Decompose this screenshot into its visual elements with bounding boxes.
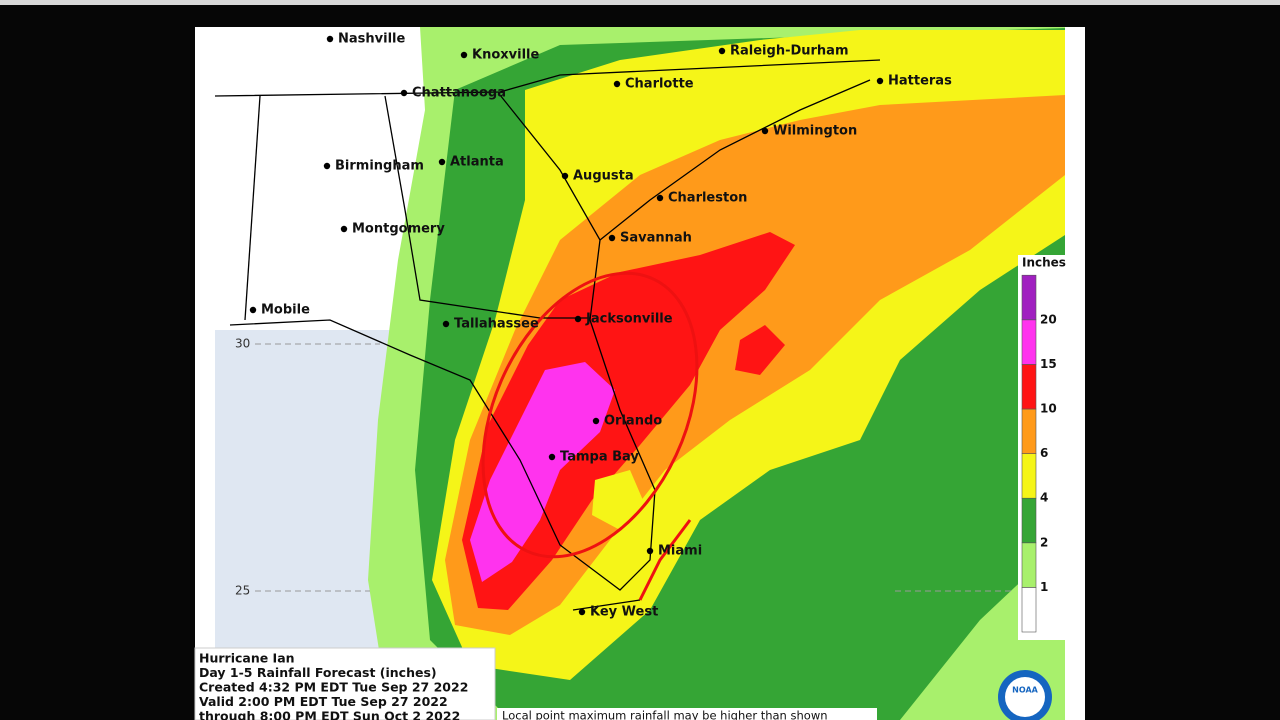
legend: 1 2 4 6 10 15 20: [1021, 274, 1057, 633]
city-label: Raleigh-Durham: [730, 44, 849, 59]
city-label: Tallahassee: [454, 317, 539, 332]
footer-box: [497, 708, 877, 720]
legend-label: 10: [1040, 402, 1057, 416]
legend-swatch: [1021, 364, 1037, 410]
rain-10in: [462, 232, 795, 610]
legend-label: 4: [1040, 491, 1048, 505]
caption-box: [194, 647, 496, 720]
gridlines: [255, 343, 1015, 592]
city-label: Tampa Bay: [560, 450, 639, 465]
city-label: Chattanooga: [412, 86, 506, 101]
rain-10in-blob: [735, 325, 785, 375]
state-border: [384, 95, 590, 319]
city-label: Wilmington: [773, 124, 857, 139]
keys: [572, 599, 641, 611]
city-dot: [574, 315, 582, 323]
lat-label: 30: [235, 337, 250, 351]
caption-line: Valid 2:00 PM EDT Tue Sep 27 2022: [199, 694, 448, 709]
city-dot: [548, 453, 556, 461]
city-dot: [442, 320, 450, 328]
noaa-logo-text: NOAA: [1012, 686, 1038, 695]
coastline: [229, 94, 656, 591]
city-dot: [592, 417, 600, 425]
cities: Nashville Knoxville Raleigh-Durham Chattano…: [249, 32, 952, 620]
city-label: Jacksonville: [585, 312, 673, 327]
city-label: Nashville: [338, 32, 405, 47]
annotation-stroke: [638, 519, 692, 601]
caption-line: through 8:00 PM EDT Sun Oct 2 2022: [199, 709, 460, 720]
state-border: [244, 95, 261, 321]
city-label: Montgomery: [352, 222, 445, 237]
city-dot: [438, 158, 446, 166]
legend-swatch: [1021, 542, 1037, 588]
city-label: Orlando: [604, 414, 662, 429]
coastline: [599, 79, 871, 241]
annotation-circle: [481, 271, 699, 559]
city-dot: [249, 306, 257, 314]
legend-swatch: [1021, 408, 1037, 454]
legend-label: 2: [1040, 535, 1048, 549]
city-label: Charlotte: [625, 77, 694, 92]
city-dot: [561, 172, 569, 180]
city-label: Miami: [658, 544, 702, 559]
city-label: Knoxville: [472, 48, 539, 63]
city-label: Atlanta: [450, 155, 504, 170]
caption-line: Created 4:32 PM EDT Tue Sep 27 2022: [199, 680, 468, 695]
caption-line: Day 1-5 Rainfall Forecast (inches): [199, 665, 437, 680]
legend-label: 6: [1040, 446, 1048, 460]
city-dot: [340, 225, 348, 233]
caption-line: Hurricane Ian: [199, 651, 295, 666]
city-label: Savannah: [620, 231, 692, 246]
legend-swatch: [1021, 319, 1037, 365]
city-dot: [876, 77, 884, 85]
lat-label: 25: [235, 584, 250, 598]
rain-4in-blob: [592, 470, 645, 530]
city-label: Hatteras: [888, 74, 952, 89]
city-dot: [400, 89, 408, 97]
city-dot: [326, 35, 334, 43]
top-strip: [0, 0, 1280, 5]
city-label: Charleston: [668, 191, 747, 206]
city-dot: [323, 162, 331, 170]
city-dot: [656, 194, 664, 202]
footer-note: Local point maximum rainfall may be high…: [502, 709, 828, 720]
city-label: Birmingham: [335, 159, 424, 174]
city-dot: [608, 234, 616, 242]
legend-label: 15: [1040, 357, 1057, 371]
legend-label: 20: [1040, 312, 1057, 326]
rain-15in: [470, 362, 615, 582]
legend-label: 1: [1040, 580, 1048, 594]
legend-title: Inches: [1022, 256, 1066, 270]
state-border: [214, 59, 881, 97]
city-label: Augusta: [573, 169, 634, 184]
city-dot: [613, 80, 621, 88]
borders: [214, 59, 881, 611]
legend-swatch: [1021, 497, 1037, 544]
city-dot: [460, 51, 468, 59]
city-label: Mobile: [261, 303, 310, 318]
city-dot: [718, 47, 726, 55]
city-dot: [761, 127, 769, 135]
city-label: Key West: [590, 605, 658, 620]
legend-swatch: [1021, 274, 1037, 321]
city-dot: [578, 608, 586, 616]
noaa-logo-inner: [1005, 677, 1045, 717]
city-dot: [646, 547, 654, 555]
legend-swatch: [1021, 453, 1037, 499]
legend-swatch: [1021, 587, 1037, 633]
